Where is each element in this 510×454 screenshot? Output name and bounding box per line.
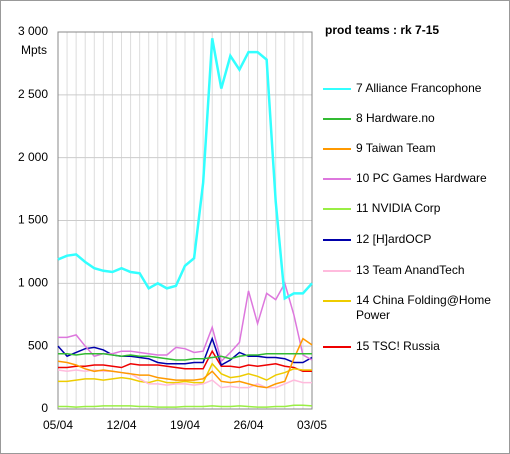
legend-swatch xyxy=(323,346,351,348)
x-tick-label: 19/04 xyxy=(170,418,200,432)
plot-border xyxy=(57,31,313,410)
series-line xyxy=(58,352,312,361)
legend-label: 12 [H]ardOCP xyxy=(356,232,432,246)
legend-label: 11 NVIDIA Corp xyxy=(356,201,441,215)
legend-entry: 10 PC Games Hardware xyxy=(323,171,501,186)
legend-entry: 11 NVIDIA Corp xyxy=(323,201,501,216)
y-tick-label: 1 500 xyxy=(18,213,48,227)
legend: prod teams : rk 7-15 7 Alliance Francoph… xyxy=(323,23,503,353)
x-tick-label: 26/04 xyxy=(233,418,263,432)
legend-swatch xyxy=(323,270,351,272)
series-line xyxy=(58,362,312,384)
y-tick-label: 2 000 xyxy=(18,150,48,164)
x-tick-label: 05/04 xyxy=(43,418,73,432)
y-axis-label: Mpts xyxy=(21,43,47,57)
legend-entry: 14 China Folding@Home Power xyxy=(323,293,501,323)
series-line xyxy=(58,349,312,373)
legend-entry: 7 Alliance Francophone xyxy=(323,81,501,96)
legend-swatch xyxy=(323,148,351,150)
legend-label: 10 PC Games Hardware xyxy=(356,171,487,185)
series-line xyxy=(57,38,313,301)
legend-label: 14 China Folding@Home Power xyxy=(356,293,491,322)
legend-entry: 15 TSC! Russia xyxy=(323,339,501,354)
legend-label: 8 Hardware.no xyxy=(356,111,435,125)
y-tick-label: 1 000 xyxy=(18,276,48,290)
legend-swatch xyxy=(323,88,351,90)
y-tick-label: 500 xyxy=(28,338,48,352)
legend-label: 7 Alliance Francophone xyxy=(356,81,482,95)
y-tick-label: 3 000 xyxy=(18,24,48,38)
legend-swatch xyxy=(323,208,351,210)
series-line xyxy=(57,337,313,389)
y-tick-label: 2 500 xyxy=(18,87,48,101)
legend-entry: 12 [H]ardOCP xyxy=(323,232,501,247)
series-line xyxy=(57,336,313,367)
y-tick-label: 0 xyxy=(41,401,48,415)
legend-entry: 8 Hardware.no xyxy=(323,111,501,126)
legend-swatch xyxy=(323,118,351,120)
legend-title: prod teams : rk 7-15 xyxy=(325,23,440,37)
legend-swatch xyxy=(323,239,351,241)
legend-label: 9 Taiwan Team xyxy=(356,141,436,155)
legend-entry: 9 Taiwan Team xyxy=(323,141,501,156)
legend-label: 15 TSC! Russia xyxy=(356,339,440,353)
legend-label: 13 Team AnandTech xyxy=(356,263,465,277)
x-tick-label: 12/04 xyxy=(106,418,136,432)
series-line xyxy=(58,281,313,363)
legend-entry: 13 Team AnandTech xyxy=(323,263,501,278)
series-line xyxy=(58,404,313,408)
legend-swatch xyxy=(323,178,351,180)
grid xyxy=(57,31,313,410)
x-tick-label: 03/05 xyxy=(297,418,327,432)
legend-swatch xyxy=(323,300,351,302)
